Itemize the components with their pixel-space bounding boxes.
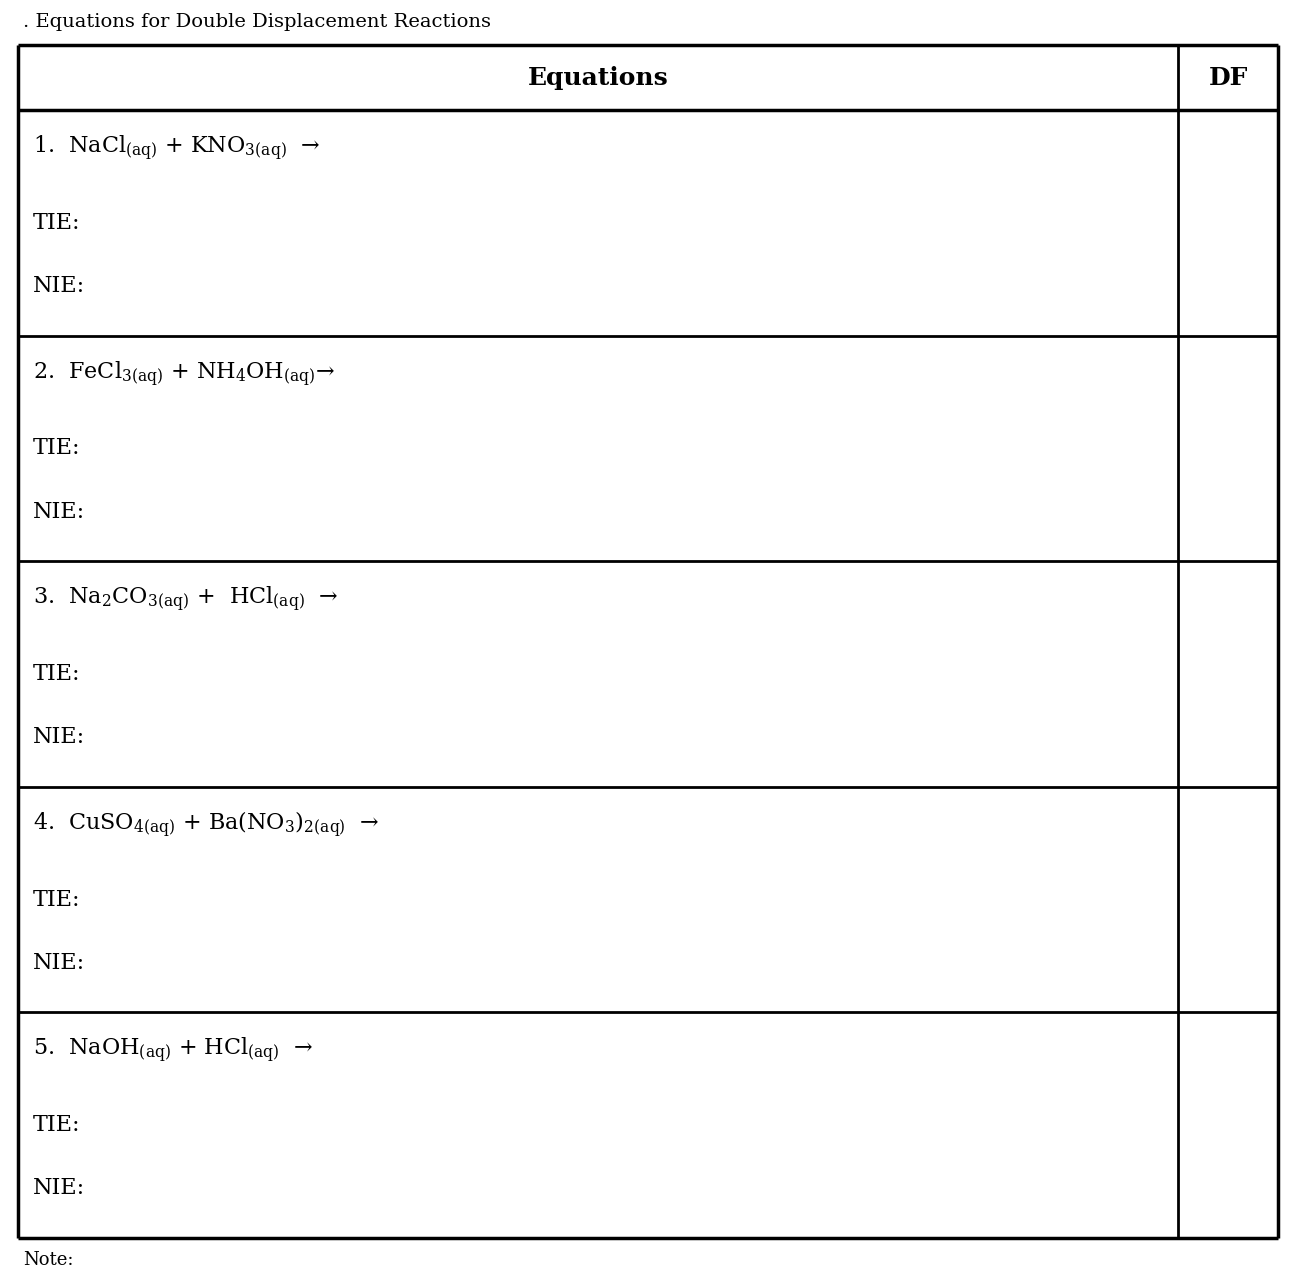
Text: NIE:: NIE: <box>34 501 85 523</box>
Text: NIE:: NIE: <box>34 952 85 974</box>
Text: TIE:: TIE: <box>34 438 80 460</box>
Text: Equations: Equations <box>528 66 669 89</box>
Text: TIE:: TIE: <box>34 211 80 234</box>
Text: 2.  FeCl$_{\mathregular{3(aq)}}$ + NH$_{\mathregular{4}}$OH$_{\mathregular{(aq)}: 2. FeCl$_{\mathregular{3(aq)}}$ + NH$_{\… <box>34 359 335 389</box>
Text: 5.  NaOH$_{\mathregular{(aq)}}$ + HCl$_{\mathregular{(aq)}}$  →: 5. NaOH$_{\mathregular{(aq)}}$ + HCl$_{\… <box>34 1037 313 1065</box>
Text: 1.  NaCl$_{\mathregular{(aq)}}$ + KNO$_{\mathregular{3(aq)}}$  →: 1. NaCl$_{\mathregular{(aq)}}$ + KNO$_{\… <box>34 134 321 162</box>
Text: NIE:: NIE: <box>34 1177 85 1199</box>
Text: NIE:: NIE: <box>34 726 85 748</box>
Text: TIE:: TIE: <box>34 889 80 911</box>
Text: TIE:: TIE: <box>34 663 80 685</box>
Text: DF: DF <box>1209 66 1247 89</box>
Text: 3.  Na$_{\mathregular{2}}$CO$_{\mathregular{3(aq)}}$ +  HCl$_{\mathregular{(aq)}: 3. Na$_{\mathregular{2}}$CO$_{\mathregul… <box>34 585 339 614</box>
Text: Note:: Note: <box>23 1251 74 1269</box>
Text: 4.  CuSO$_{\mathregular{4(aq)}}$ + Ba(NO$_{\mathregular{3}}$)$_{\mathregular{2(a: 4. CuSO$_{\mathregular{4(aq)}}$ + Ba(NO$… <box>34 810 379 840</box>
Text: . Equations for Double Displacement Reactions: . Equations for Double Displacement Reac… <box>23 13 490 31</box>
Text: TIE:: TIE: <box>34 1114 80 1136</box>
Text: NIE:: NIE: <box>34 274 85 298</box>
